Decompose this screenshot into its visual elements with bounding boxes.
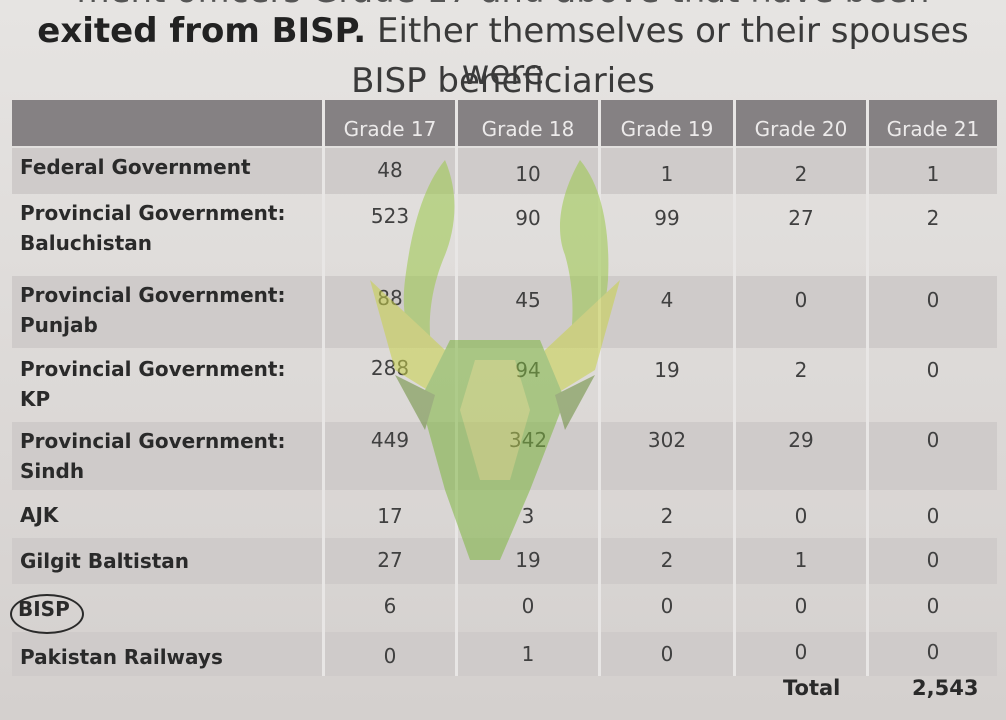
row-label: Pakistan Railways (20, 645, 223, 669)
row-sublabel: Punjab (20, 313, 98, 337)
table-cell: 0 (794, 594, 808, 618)
column-header-grade-17: Grade 17 (325, 100, 455, 146)
column-divider (322, 100, 325, 676)
total-value: 2,543 (912, 676, 979, 700)
header-blank-cell (12, 100, 322, 146)
row-label: Provincial Government: (20, 201, 286, 225)
title-rest-part: Either themselves or their spouses were (366, 11, 969, 93)
table-cell: 0 (926, 594, 940, 618)
table-cell: 6 (383, 594, 397, 618)
watermark-face-highlight (460, 360, 530, 480)
table-cell: 0 (521, 594, 535, 618)
table-cell: 0 (794, 640, 808, 664)
table-cell: 1 (926, 162, 940, 186)
table-cell: 0 (926, 504, 940, 528)
row-sublabel: KP (20, 387, 51, 411)
table-cell: 2 (794, 162, 808, 186)
row-label: Gilgit Baltistan (20, 549, 190, 573)
title-line-1: exited from BISP. Either themselves or t… (0, 10, 1006, 94)
table-row: Federal Government 48 10 1 2 1 (12, 148, 997, 194)
total-label: Total (783, 676, 841, 700)
column-divider (598, 100, 601, 676)
table-cell: 4 (660, 288, 674, 312)
table-cell: 2 (926, 206, 940, 230)
table-cell: 29 (788, 428, 814, 452)
table-row: Provincial Government: Baluchistan 523 9… (12, 194, 997, 274)
table-row: AJK 17 3 2 0 0 (12, 492, 997, 536)
table-cell: 302 (647, 428, 687, 452)
watermark-left-horn (403, 160, 455, 365)
table-cell: 27 (788, 206, 814, 230)
markhor-head-icon (370, 160, 620, 560)
watermark-right-eye (555, 375, 595, 430)
table-cell: 0 (926, 428, 940, 452)
table-cell: 523 (370, 204, 410, 228)
column-header-grade-21: Grade 21 (869, 100, 997, 146)
table-cell: 0 (926, 358, 940, 382)
table-cell: 1 (521, 642, 535, 666)
table-row: Pakistan Railways 0 1 0 0 0 (12, 632, 997, 676)
table-cell: 0 (926, 288, 940, 312)
table-cell: 19 (515, 548, 541, 572)
column-divider (733, 100, 736, 676)
title-bold-part: exited from BISP. (37, 11, 367, 51)
table-cell: 0 (794, 288, 808, 312)
table-cell: 3 (521, 504, 535, 528)
table-cell: 0 (926, 640, 940, 664)
watermark-left-eye (395, 375, 435, 430)
bisp-circle-annotation (10, 594, 84, 634)
table-cell: 19 (654, 358, 680, 382)
row-label: Federal Government (20, 155, 251, 179)
title-line-2: BISP beneficiaries (351, 61, 655, 101)
table-cell: 2 (660, 548, 674, 572)
table-cell: 0 (383, 644, 397, 668)
column-header-grade-19: Grade 19 (601, 100, 733, 146)
table-cell: 2 (660, 504, 674, 528)
table-cell: 2 (794, 358, 808, 382)
table-cell: 0 (926, 548, 940, 572)
column-divider (866, 100, 869, 676)
column-header-grade-20: Grade 20 (736, 100, 866, 146)
table-cell: 17 (377, 504, 403, 528)
column-header-grade-18: Grade 18 (458, 100, 598, 146)
table-cell: 0 (794, 504, 808, 528)
table-cell: 48 (377, 158, 403, 182)
table-cell: 45 (515, 288, 541, 312)
table-cell: 1 (660, 162, 674, 186)
table-cell: 10 (515, 162, 541, 186)
table-cell: 99 (654, 206, 680, 230)
row-label: Provincial Government: (20, 283, 286, 307)
title-line-partial: ment officers Grade 17 and above that ha… (0, 0, 1006, 12)
row-sublabel: Sindh (20, 459, 85, 483)
table-row: Provincial Government: Punjab 88 45 4 0 … (12, 276, 997, 348)
row-label: AJK (20, 503, 59, 527)
row-label: Provincial Government: (20, 357, 286, 381)
table-cell: 90 (515, 206, 541, 230)
table-cell: 449 (370, 428, 410, 452)
table-cell: 1 (794, 548, 808, 572)
table-cell: 0 (660, 642, 674, 666)
row-label: Provincial Government: (20, 429, 286, 453)
table-cell: 27 (377, 548, 403, 572)
row-sublabel: Baluchistan (20, 231, 152, 255)
table-row: BISP 6 0 0 0 0 (12, 586, 997, 630)
watermark-face (420, 340, 565, 560)
table-cell: 0 (660, 594, 674, 618)
